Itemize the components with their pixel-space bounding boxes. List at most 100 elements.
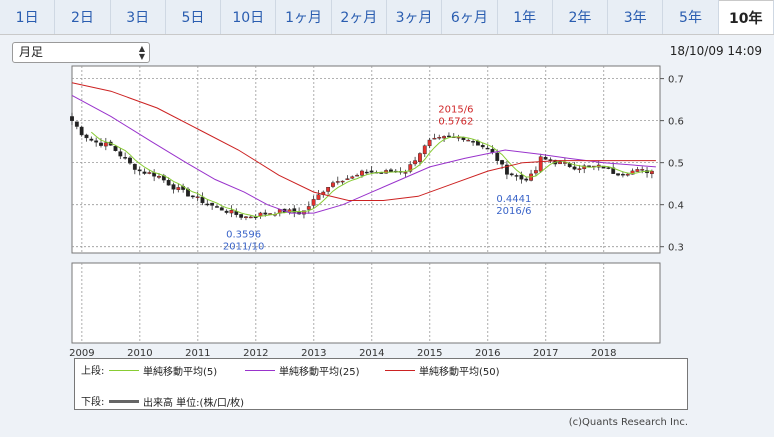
candle-body bbox=[369, 170, 374, 173]
tab-10[interactable]: 2年 bbox=[552, 0, 609, 34]
tab-7[interactable]: 3ヶ月 bbox=[386, 0, 443, 34]
tab-6[interactable]: 2ヶ月 bbox=[331, 0, 387, 34]
candle-body bbox=[500, 160, 504, 165]
candle-body bbox=[432, 137, 437, 140]
x-tick-label: 2013 bbox=[301, 348, 326, 359]
y-tick-label: 0.4 bbox=[668, 201, 684, 212]
tab-5[interactable]: 1ヶ月 bbox=[276, 0, 332, 34]
candle-body bbox=[620, 173, 625, 176]
candle-body bbox=[215, 206, 219, 208]
y-tick-label: 0.7 bbox=[668, 75, 684, 86]
candle-body bbox=[137, 169, 142, 172]
candle-body bbox=[316, 194, 321, 200]
candle-body bbox=[471, 141, 475, 143]
ma50-line bbox=[71, 82, 656, 201]
tab-2[interactable]: 3日 bbox=[110, 0, 166, 34]
x-tick-label: 2012 bbox=[243, 348, 268, 359]
candle-body bbox=[89, 138, 94, 141]
period-tabs: 1日 2日 3日 5日 10日 1ヶ月 2ヶ月 3ヶ月 6ヶ月 1年 2年 3年 5年 10年 bbox=[0, 0, 774, 35]
chart-legend: 上段: 単純移動平均(5) 単純移動平均(25) 単純移動平均(50) 下段: … bbox=[74, 358, 688, 410]
candle-body bbox=[649, 170, 654, 174]
candle-body bbox=[427, 139, 432, 147]
legend-volume-label: 出来高 単位:(株/口/枚) bbox=[143, 398, 245, 409]
y-tick-label: 0.5 bbox=[668, 159, 684, 170]
candle-body bbox=[505, 164, 509, 175]
legend-ma5-swatch bbox=[109, 370, 139, 371]
candle-body bbox=[263, 212, 268, 215]
legend-lower-label: 下段: bbox=[81, 397, 105, 408]
tab-12[interactable]: 5年 bbox=[663, 0, 719, 34]
candle-body bbox=[558, 161, 562, 165]
candle-body bbox=[514, 175, 519, 177]
candle-body bbox=[543, 156, 548, 160]
tab-8[interactable]: 6ヶ月 bbox=[442, 0, 498, 34]
candle-body bbox=[292, 208, 297, 213]
select-arrows-icon: ▲ ▼ bbox=[138, 44, 145, 61]
candle-body bbox=[422, 145, 427, 155]
candle-body bbox=[79, 126, 84, 136]
tab-13[interactable]: 10年 bbox=[718, 0, 774, 34]
candle-body bbox=[490, 149, 495, 153]
candle-period-select[interactable]: 月足 ▲ ▼ bbox=[12, 42, 150, 63]
candle-body bbox=[403, 172, 408, 174]
tab-4[interactable]: 10日 bbox=[221, 0, 277, 34]
candle-body bbox=[625, 173, 630, 176]
candle-body bbox=[132, 163, 137, 170]
candle-body bbox=[176, 187, 181, 190]
tab-0[interactable]: 1日 bbox=[0, 0, 56, 34]
tab-3[interactable]: 5日 bbox=[165, 0, 222, 34]
candle-body bbox=[306, 206, 311, 210]
timestamp: 18/10/09 14:09 bbox=[669, 44, 762, 58]
x-tick-label: 2015 bbox=[417, 348, 442, 359]
y-tick-label: 0.3 bbox=[668, 243, 684, 254]
annotation-low-2011-date: 0.3596 bbox=[226, 230, 261, 241]
annotation-low-2016-date: 0.4441 bbox=[496, 194, 531, 205]
tab-11[interactable]: 3年 bbox=[608, 0, 664, 34]
candle-body bbox=[224, 210, 229, 213]
candle-body bbox=[200, 196, 205, 204]
candle-body bbox=[389, 169, 393, 172]
legend-volume: 出来高 単位:(株/口/枚) bbox=[109, 394, 244, 409]
tab-1[interactable]: 2日 bbox=[55, 0, 111, 34]
candle-body bbox=[99, 142, 103, 146]
candle-body bbox=[577, 168, 582, 171]
candle-body bbox=[171, 184, 176, 190]
candle-body bbox=[190, 195, 195, 198]
legend-volume-swatch bbox=[109, 400, 139, 403]
legend-ma50-swatch bbox=[385, 370, 415, 371]
ma25-line bbox=[71, 94, 656, 214]
candle-body bbox=[70, 116, 74, 121]
candle-body bbox=[345, 178, 350, 181]
legend-ma25-swatch bbox=[245, 370, 275, 371]
candle-body bbox=[524, 178, 529, 181]
candle-body bbox=[538, 156, 543, 172]
y-tick-label: 0.6 bbox=[668, 117, 684, 128]
candle-body bbox=[630, 170, 635, 175]
candle-body bbox=[640, 169, 645, 171]
candle-body bbox=[360, 170, 364, 176]
candle-body bbox=[340, 180, 345, 183]
candle-body bbox=[239, 214, 244, 218]
candle-body bbox=[437, 137, 442, 139]
candle-body bbox=[94, 140, 99, 143]
candle-body bbox=[248, 216, 253, 219]
x-tick-label: 2009 bbox=[69, 348, 94, 359]
candle-body bbox=[205, 203, 210, 206]
legend-ma25-label: 単純移動平均(25) bbox=[279, 367, 360, 378]
legend-ma50: 単純移動平均(50) bbox=[385, 363, 500, 378]
candle-body bbox=[534, 170, 538, 174]
annotation-low-2011-value: 2011/10 bbox=[223, 242, 265, 253]
candle-body bbox=[210, 202, 215, 206]
candle-body bbox=[128, 157, 132, 164]
candle-body bbox=[84, 134, 89, 139]
candle-body bbox=[572, 166, 577, 170]
price-plot-area bbox=[71, 65, 661, 254]
x-tick-label: 2010 bbox=[127, 348, 152, 359]
candle-body bbox=[157, 176, 161, 178]
annotation-low-2016-value: 2016/6 bbox=[496, 206, 531, 217]
legend-ma50-label: 単純移動平均(50) bbox=[419, 367, 500, 378]
tab-9[interactable]: 1年 bbox=[497, 0, 553, 34]
candle-body bbox=[616, 173, 620, 176]
legend-ma25: 単純移動平均(25) bbox=[245, 363, 360, 378]
copyright: (c)Quants Research Inc. bbox=[568, 417, 688, 428]
